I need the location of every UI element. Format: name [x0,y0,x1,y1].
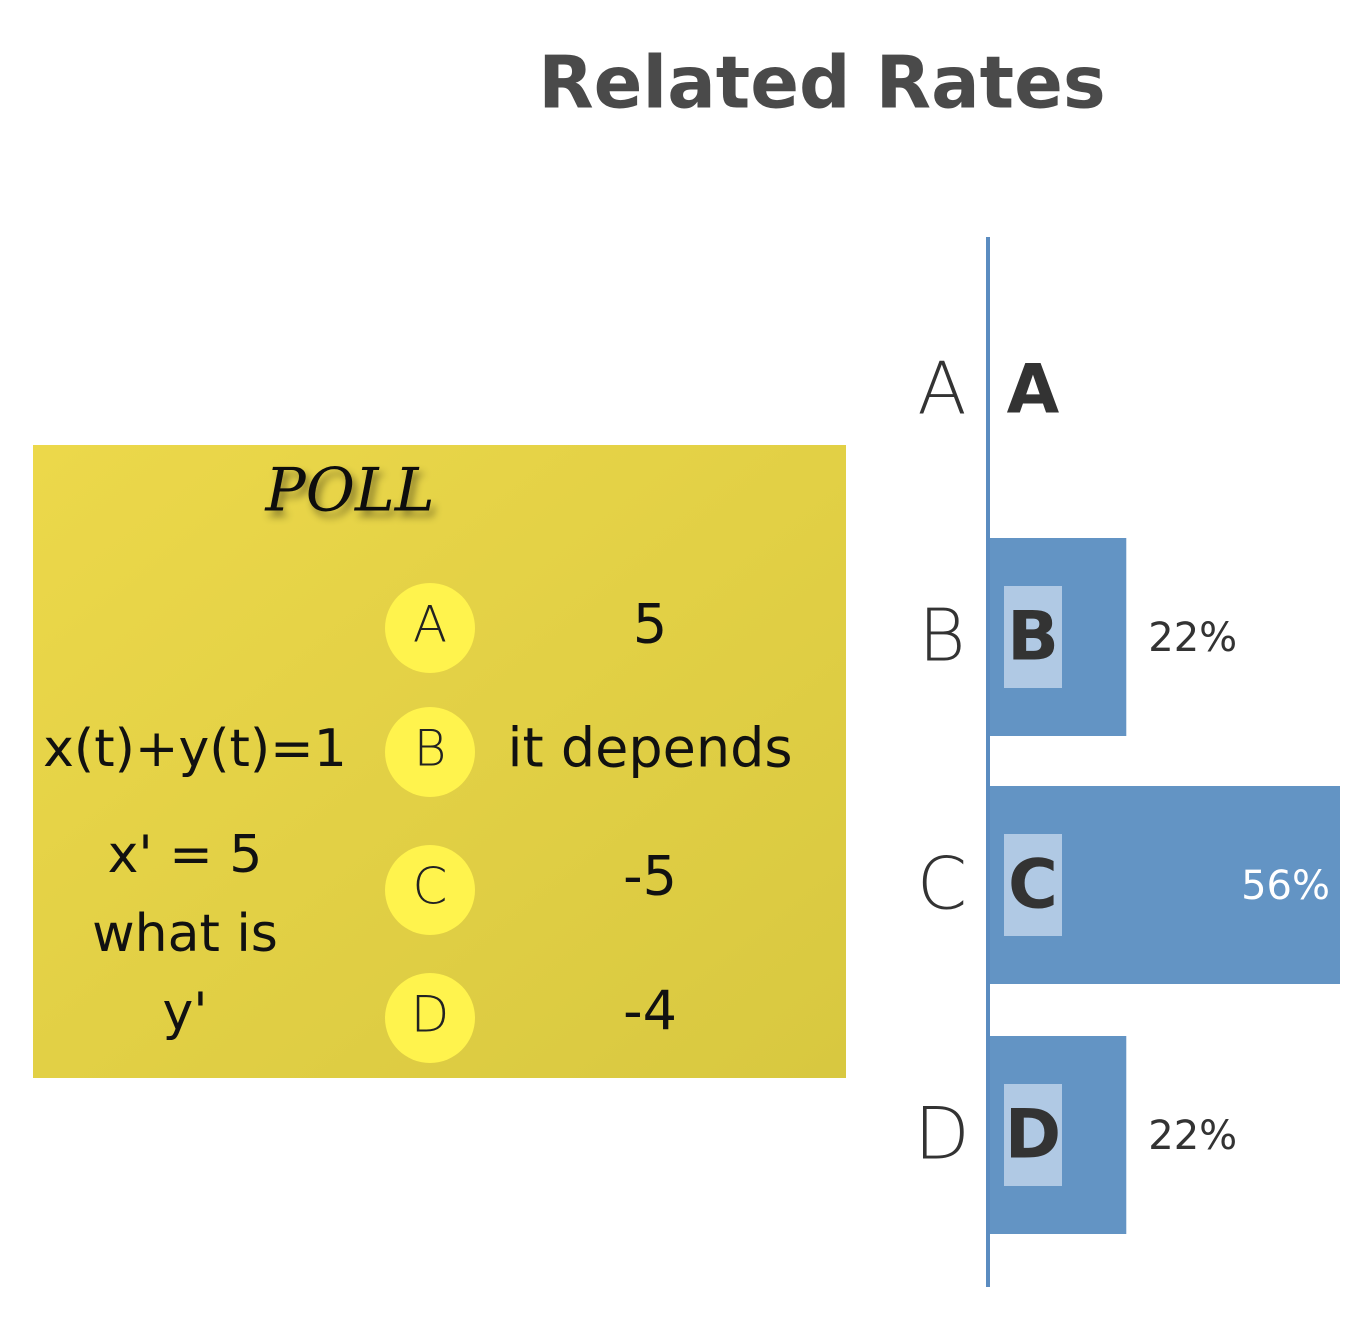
value-label: 22% [1148,615,1237,661]
option-answer: -4 [623,980,677,1043]
option-answer: -5 [623,845,677,908]
category-label: D [914,1092,969,1176]
category-label: C [917,842,967,926]
option-badge [385,583,475,673]
poll-card: POLL x(t)+y(t)=1 x' = 5 what is y' A 5 B it dep… [33,445,846,1078]
page-title: Related Rates [538,41,1106,125]
bar-label-box [1004,1084,1062,1186]
option-letter: D [411,986,450,1044]
bar-label-box [1004,834,1062,936]
option-answer: 5 [633,593,667,656]
bar-category-label: B [1007,598,1059,677]
question-line: y' [162,982,207,1042]
value-label: 56% [1241,863,1330,909]
option-badge [385,845,475,935]
category-label: A [917,347,966,431]
question-line: what is [92,904,278,964]
option-letter: C [413,858,448,916]
poll-heading: POLL [264,456,434,526]
option-letter: B [414,720,447,778]
option-letter: A [413,596,447,654]
option-badge [385,973,475,1063]
category-label: B [918,594,965,678]
bar-category-label: D [1005,1096,1061,1175]
value-label: 22% [1148,1113,1237,1159]
bar-category-label: A [1007,351,1060,430]
bar-category-label: C [1008,846,1058,925]
bar-label-box [1004,586,1062,688]
question-line: x(t)+y(t)=1 [43,719,347,779]
option-answer: it depends [508,717,793,780]
question-line: x' = 5 [108,825,263,885]
option-badge [385,707,475,797]
